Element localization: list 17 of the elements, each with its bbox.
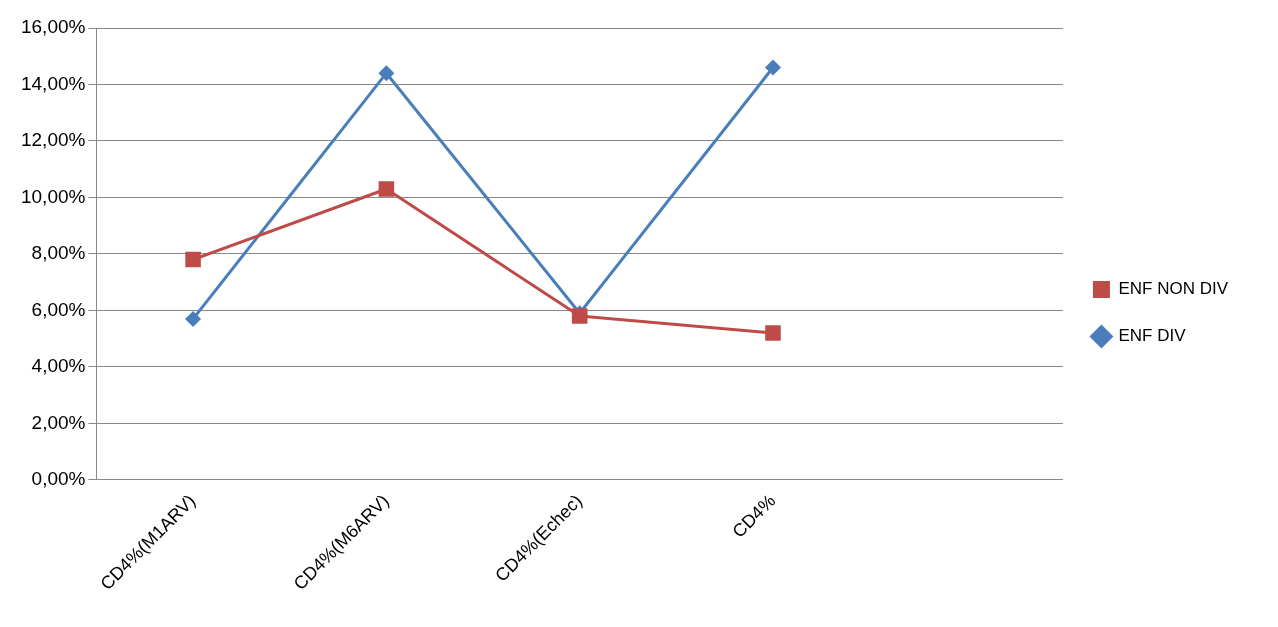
point <box>764 59 781 76</box>
y-tick-label: 0,00% <box>31 468 86 490</box>
legend-label: ENF DIV <box>1118 326 1187 346</box>
y-tick-label: 2,00% <box>31 411 86 433</box>
y-tick-label: 8,00% <box>31 242 86 264</box>
point <box>378 65 395 82</box>
point <box>378 181 395 197</box>
y-tick-label: 6,00% <box>31 298 86 320</box>
y-tick-label: 14,00% <box>20 72 86 94</box>
legend-label: ENF NON DIV <box>1118 279 1229 299</box>
point <box>185 251 201 268</box>
y-tick-label: 12,00% <box>20 129 86 151</box>
y-tick-label: 4,00% <box>31 355 86 377</box>
point <box>185 310 202 327</box>
point <box>765 325 781 341</box>
y-tick-label: 16,00% <box>20 16 86 38</box>
y-tick-label: 10,00% <box>20 185 86 207</box>
